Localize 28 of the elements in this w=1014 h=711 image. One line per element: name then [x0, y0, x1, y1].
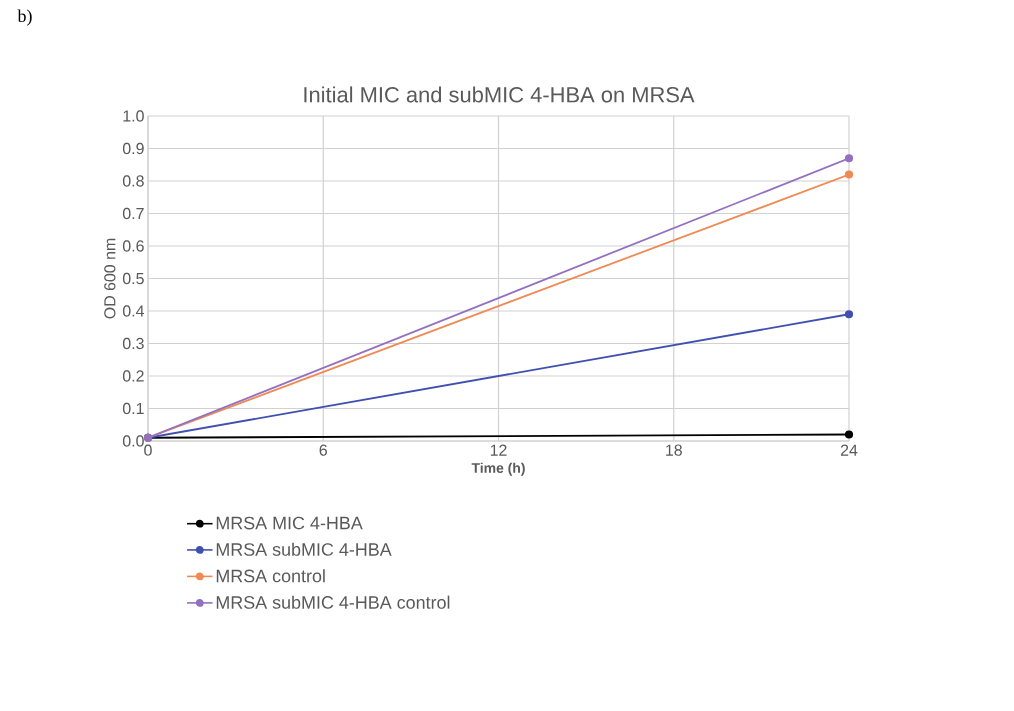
x-axis-title: Time (h) [471, 462, 525, 476]
y-tick-label: 0.6 [122, 240, 144, 252]
chart-title: Initial MIC and subMIC 4-HBA on MRSA [304, 86, 695, 103]
y-tick-label: 0.7 [122, 207, 144, 220]
y-axis-title: OD 600 nm [104, 238, 116, 319]
x-tick-label: 12 [490, 444, 507, 456]
x-tick-label: 24 [840, 444, 858, 456]
x-tick-label: 6 [319, 444, 327, 456]
point [844, 430, 854, 439]
y-tick-label: 0.0 [122, 435, 144, 447]
legend-label: MRSA subMIC 4-HBA control [216, 595, 450, 609]
y-tick-label: 0.4 [122, 305, 145, 317]
y-tick-label: 0.2 [122, 370, 144, 382]
y-tick-label: 0.8 [122, 175, 144, 187]
y-tick-label: 0.9 [122, 142, 144, 155]
x-tick-label: 18 [666, 444, 682, 456]
x-tick-label: 0 [144, 444, 152, 456]
point [844, 154, 854, 163]
y-tick-label: 0.3 [122, 337, 144, 350]
y-tick-label: 0.5 [122, 272, 144, 285]
legend-label: MRSA MIC 4-HBA [216, 516, 363, 530]
legend-label: MRSA control [216, 569, 325, 583]
y-tick-label: 1.0 [123, 110, 144, 122]
y-tick-label: 0.1 [122, 402, 144, 415]
legend-label: MRSA subMIC 4-HBA [216, 542, 392, 556]
point [844, 310, 854, 319]
text: b) [17, 9, 32, 26]
point [844, 170, 854, 179]
